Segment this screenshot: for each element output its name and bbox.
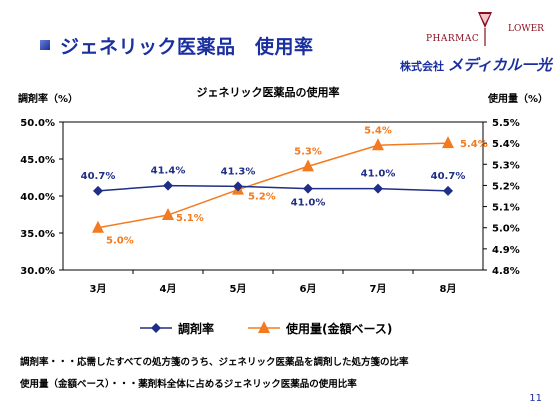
- notes: 調剤率・・・応需したすべての処方箋のうち、ジェネリック医薬品を調剤した処方箋の比…: [20, 352, 408, 396]
- legend-rate-marker: [151, 323, 161, 333]
- slide-title: ジェネリック医薬品 使用率: [60, 36, 314, 58]
- rate-data-label: 40.7%: [81, 171, 116, 182]
- x-tick-label: 8月: [440, 283, 457, 295]
- rate-point: [373, 183, 383, 194]
- logo-company-name: 株式会社 メディカル一光: [400, 54, 552, 75]
- usage-data-label: 5.2%: [248, 192, 276, 203]
- y-left-axis-label: 調剤率（%）: [18, 92, 78, 105]
- x-tick-label: 3月: [90, 283, 107, 295]
- usage-data-label: 5.3%: [294, 146, 322, 157]
- chart-title: ジェネリック医薬品の使用率: [197, 85, 340, 99]
- plot-area: 50.0% 45.0% 40.0% 35.0% 30.0% 5.5% 5.4% 5.3% 5.2…: [20, 118, 519, 295]
- usage-point: [442, 136, 454, 149]
- y-right-tick-label: 5.1%: [492, 203, 520, 214]
- usage-data-label: 5.4%: [460, 139, 488, 150]
- usage-point: [302, 159, 314, 172]
- y-left-tick-label: 50.0%: [20, 118, 55, 129]
- rate-data-label: 41.0%: [291, 198, 326, 209]
- rate-point: [443, 185, 453, 196]
- usage-data-label: 5.4%: [364, 125, 392, 136]
- legend-rate-label: 調剤率: [178, 321, 214, 336]
- slide-header: ジェネリック医薬品 使用率 PHARMAC LOWER 株式会社 メディカル一光: [0, 0, 560, 80]
- legend-usage-label: 使用量(金額ベース): [285, 321, 392, 336]
- rate-point: [163, 180, 173, 191]
- y-right-tick-label: 5.2%: [492, 181, 520, 192]
- logo-company-prefix: 株式会社: [400, 60, 444, 73]
- logo-company-main: メディカル一光: [447, 56, 552, 74]
- series-rate-line: [97, 184, 449, 192]
- y-right-tick-label: 5.3%: [492, 160, 520, 171]
- company-logo: PHARMAC LOWER 株式会社 メディカル一光: [400, 6, 552, 75]
- y-left-tick-label: 30.0%: [20, 266, 55, 277]
- title-bullet-icon: [40, 40, 50, 50]
- y-right-tick-label: 5.4%: [492, 139, 520, 150]
- usage-rate-chart: ジェネリック医薬品の使用率 調剤率（%） 使用量（%） 50.0% 45.0% 40…: [18, 85, 548, 336]
- rate-data-label: 41.3%: [221, 166, 256, 177]
- y-left-tick-label: 40.0%: [20, 192, 55, 203]
- x-tick-label: 7月: [370, 283, 387, 295]
- rate-data-label: 40.7%: [431, 171, 466, 182]
- logo-lower-text: LOWER: [508, 24, 544, 34]
- rate-data-label: 41.0%: [361, 169, 396, 180]
- note-usage-amount: 使用量（金額ベース）・・・薬剤料全体に占めるジェネリック医薬品の使用比率: [20, 379, 357, 390]
- usage-point: [92, 220, 104, 233]
- x-tick-label: 5月: [230, 283, 247, 295]
- rate-data-label: 41.4%: [151, 166, 186, 177]
- rate-point: [93, 185, 103, 196]
- rate-point: [303, 183, 313, 194]
- y-right-tick-label: 5.0%: [492, 224, 520, 235]
- usage-point: [372, 138, 384, 151]
- y-right-tick-label: 4.9%: [492, 245, 520, 256]
- chart-legend: 調剤率 使用量(金額ベース): [140, 321, 392, 336]
- legend-usage-marker: [258, 321, 270, 333]
- note-dispensing-rate: 調剤率・・・応需したすべての処方箋のうち、ジェネリック医薬品を調剤した処方箋の比…: [20, 357, 409, 368]
- flower-logo-icon: [478, 12, 492, 46]
- y-right-axis-label: 使用量（%）: [487, 92, 548, 105]
- usage-data-label: 5.0%: [106, 236, 134, 247]
- x-tick-label: 4月: [160, 283, 177, 295]
- usage-point: [162, 208, 174, 221]
- series-usage-line: [97, 142, 449, 229]
- y-right-tick-label: 4.8%: [492, 266, 520, 277]
- rate-point: [233, 181, 243, 192]
- y-right-tick-label: 5.5%: [492, 118, 520, 129]
- y-left-tick-label: 45.0%: [20, 155, 55, 166]
- x-tick-label: 6月: [300, 283, 317, 295]
- y-left-tick-label: 35.0%: [20, 229, 55, 240]
- page-number: 11: [529, 393, 542, 404]
- logo-pharmac-text: PHARMAC: [426, 34, 480, 44]
- usage-data-label: 5.1%: [176, 213, 204, 224]
